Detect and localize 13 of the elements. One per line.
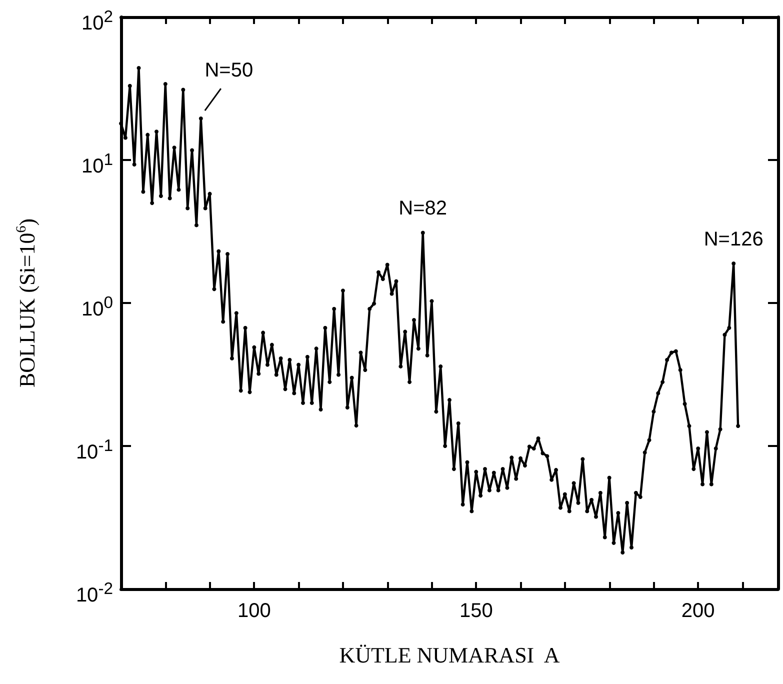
y-tick-label: 10$^{0}$: [81, 292, 113, 321]
y-tick-label: 10$^{-2}$: [76, 578, 113, 607]
y-axis-title: BOLLUK (Si=106): [14, 218, 40, 388]
x-tick-label: 150: [459, 600, 493, 622]
x-axis-title: KÜTLE NUMARASI A: [339, 642, 560, 668]
annotation: N=50: [204, 60, 254, 82]
y-tick-label: 10$^{1}$: [81, 149, 113, 178]
x-tick-label: 200: [681, 600, 715, 622]
y-tick-label: 10$^{2}$: [81, 6, 113, 35]
annotation: N=82: [398, 198, 448, 220]
y-tick-label: 10$^{-1}$: [76, 435, 113, 464]
annotation: N=126: [704, 228, 764, 250]
x-tick-label: 100: [237, 600, 271, 622]
